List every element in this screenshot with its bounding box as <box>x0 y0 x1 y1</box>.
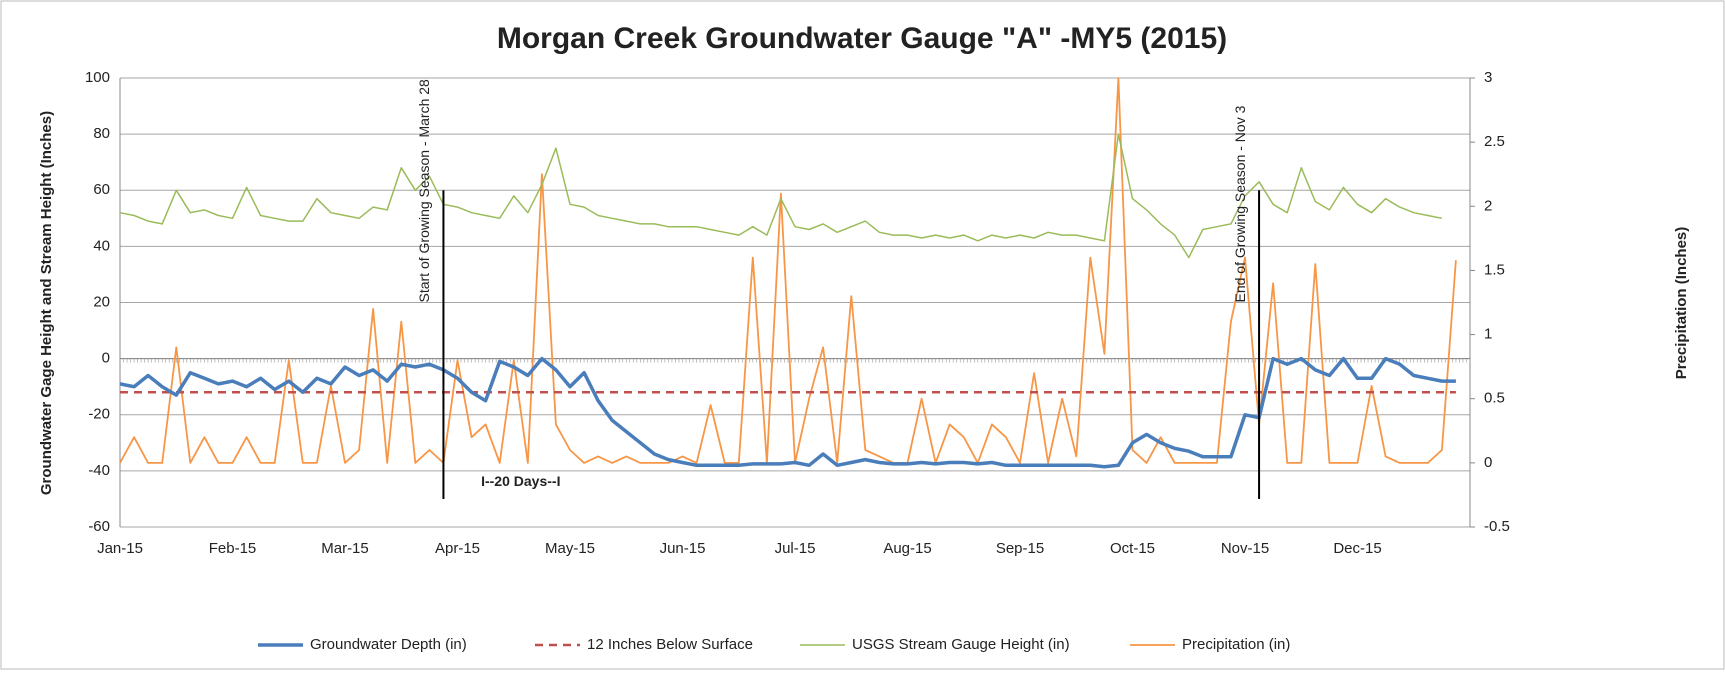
season-label: End of Growing Season - Nov 3 <box>1232 105 1248 302</box>
series-line <box>119 356 1456 469</box>
legend-label: 12 Inches Below Surface <box>587 636 753 653</box>
x-tick-label: Aug-15 <box>883 540 931 557</box>
y2-tick-label: 1.5 <box>1484 261 1505 278</box>
y-tick-label: 20 <box>93 293 110 310</box>
duration-label: I--20 Days--I <box>481 473 560 489</box>
y-tick-label: 80 <box>93 125 110 142</box>
y-axis-label: Groundwater Gage Height and Stream Heigh… <box>38 111 55 495</box>
season-label: Start of Growing Season - March 28 <box>416 79 432 303</box>
series-line <box>119 77 1457 464</box>
x-tick-label: Oct-15 <box>1110 540 1155 557</box>
x-tick-label: Feb-15 <box>209 540 257 557</box>
y2-tick-label: -0.5 <box>1484 518 1510 535</box>
y-tick-label: -20 <box>88 406 110 423</box>
y2-tick-label: 3 <box>1484 69 1492 86</box>
y2-tick-label: 2 <box>1484 197 1492 214</box>
legend-label: Precipitation (in) <box>1182 636 1290 653</box>
y-tick-label: 0 <box>102 350 110 367</box>
y-tick-label: 60 <box>93 181 110 198</box>
y-tick-label: -40 <box>88 462 110 479</box>
chart-title: Morgan Creek Groundwater Gauge "A" -MY5 … <box>497 22 1227 55</box>
y-tick-label: -60 <box>88 518 110 535</box>
y-tick-label: 40 <box>93 237 110 254</box>
y-tick-label: 100 <box>85 69 110 86</box>
x-tick-label: Jun-15 <box>660 540 706 557</box>
x-tick-label: Jan-15 <box>97 540 143 557</box>
x-tick-label: Mar-15 <box>321 540 369 557</box>
y2-tick-label: 2.5 <box>1484 133 1505 150</box>
x-tick-label: Dec-15 <box>1333 540 1381 557</box>
series-line <box>119 133 1443 259</box>
y2-tick-label: 0 <box>1484 454 1492 471</box>
legend-label: USGS Stream Gauge Height (in) <box>852 636 1070 653</box>
x-tick-label: Nov-15 <box>1221 540 1269 557</box>
x-tick-label: Jul-15 <box>775 540 816 557</box>
x-tick-label: May-15 <box>545 540 595 557</box>
y2-axis-label: Precipitation (Inches) <box>1673 227 1690 380</box>
y2-tick-label: 1 <box>1484 326 1492 343</box>
x-tick-label: Apr-15 <box>435 540 480 557</box>
y2-tick-label: 0.5 <box>1484 390 1505 407</box>
legend-label: Groundwater Depth (in) <box>310 636 467 653</box>
x-tick-label: Sep-15 <box>996 540 1044 557</box>
